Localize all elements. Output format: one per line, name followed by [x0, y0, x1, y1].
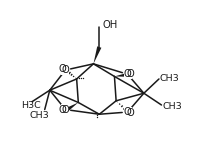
Text: O: O [124, 107, 132, 117]
Text: CH3: CH3 [160, 74, 180, 83]
Polygon shape [94, 46, 101, 64]
Text: CH3: CH3 [162, 102, 182, 111]
Text: O: O [59, 64, 67, 74]
Text: O: O [61, 104, 69, 115]
Polygon shape [65, 102, 78, 112]
Text: O: O [61, 65, 69, 75]
Text: O: O [59, 104, 67, 115]
Text: H3C: H3C [21, 101, 41, 110]
Polygon shape [115, 73, 128, 77]
Text: O: O [126, 108, 134, 118]
Text: O: O [124, 69, 132, 79]
Text: O: O [126, 69, 134, 79]
Text: CH3: CH3 [29, 111, 49, 120]
Text: OH: OH [103, 20, 118, 30]
